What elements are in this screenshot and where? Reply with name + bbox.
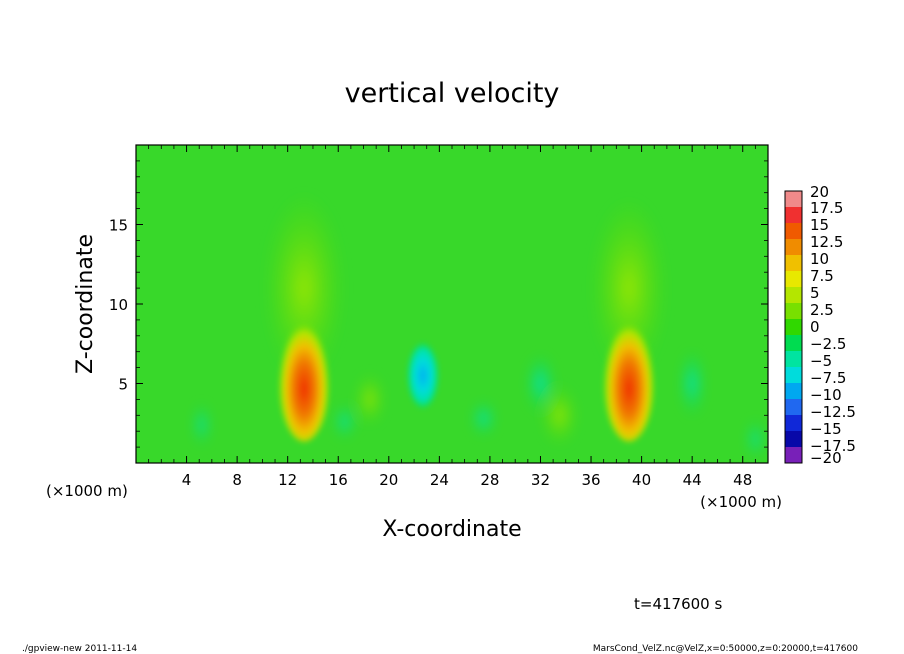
- y-tick-label: 10: [109, 296, 128, 314]
- x-tick-label: 4: [182, 471, 192, 489]
- x-tick-label: 12: [278, 471, 297, 489]
- colorbar-level-label: −17.5: [810, 437, 856, 455]
- colorbar-swatch: [785, 319, 802, 336]
- footer-left: ./gpview-new 2011-11-14: [22, 644, 137, 654]
- colorbar-level-label: 7.5: [810, 267, 834, 285]
- colorbar-level-label: −7.5: [810, 369, 846, 387]
- updraft-cell: [278, 309, 331, 442]
- colorbar-swatch: [785, 191, 802, 208]
- time-label: t=417600 s: [634, 595, 722, 613]
- colorbar-level-label: −20: [810, 449, 842, 467]
- colorbar-level-label: 10: [810, 250, 829, 268]
- colorbar: 2017.51512.5107.552.50−2.5−5−7.5−10−12.5…: [784, 183, 856, 467]
- colorbar-swatch: [785, 447, 802, 464]
- colorbar-level-label: 5: [810, 284, 820, 302]
- x-tick-label: 28: [480, 471, 499, 489]
- colorbar-level-label: 20: [810, 183, 829, 201]
- colorbar-swatch: [785, 399, 802, 416]
- footer-right: MarsCond_VelZ.nc@VelZ,x=0:50000,z=0:2000…: [593, 644, 858, 654]
- colorbar-swatch: [785, 335, 802, 352]
- x-tick-label: 40: [632, 471, 651, 489]
- plot-background: [136, 145, 768, 463]
- x-tick-label: 16: [329, 471, 348, 489]
- colorbar-frame: [784, 190, 803, 464]
- colorbar-swatch: [785, 255, 802, 272]
- colorbar-level-label: 17.5: [810, 199, 843, 217]
- colorbar-swatch: [785, 223, 802, 240]
- colorbar-level-label: −2.5: [810, 335, 846, 353]
- colorbar-level-label: −5: [810, 352, 832, 370]
- colorbar-level-label: −10: [810, 386, 842, 404]
- colorbar-swatch: [785, 271, 802, 288]
- colorbar-level-label: −15: [810, 420, 842, 438]
- field-blob-cool: [334, 403, 355, 440]
- plot-area: [136, 145, 768, 463]
- x-tick-label: 48: [733, 471, 752, 489]
- field-blob-warm: [541, 385, 578, 446]
- x-tick-label: 36: [581, 471, 600, 489]
- features: [278, 309, 655, 442]
- colorbar-swatch: [785, 431, 802, 448]
- field-blob-cool: [747, 419, 764, 460]
- colorbar-swatch: [785, 367, 802, 384]
- colorbar-swatch: [785, 303, 802, 320]
- colorbar-swatch: [785, 239, 802, 256]
- x-axis-label: X-coordinate: [382, 517, 521, 542]
- field-blob-cool: [680, 349, 705, 418]
- x-axis-unit-right: (×1000 m): [700, 493, 782, 511]
- y-tick-label: 5: [118, 376, 128, 394]
- colorbar-swatch: [785, 415, 802, 432]
- colorbar-level-label: 0: [810, 318, 820, 336]
- x-tick-label: 8: [232, 471, 242, 489]
- field-blob-warm: [355, 373, 384, 426]
- colorbar-level-label: 15: [810, 216, 829, 234]
- field-blob-cool: [193, 402, 210, 447]
- downdraft-cell: [406, 341, 439, 410]
- x-tick-label: 44: [683, 471, 702, 489]
- x-tick-label: 20: [379, 471, 398, 489]
- chart-title: vertical velocity: [345, 78, 560, 109]
- colorbar-swatch: [785, 287, 802, 304]
- x-tick-label: 24: [430, 471, 449, 489]
- x-tick-label: 32: [531, 471, 550, 489]
- x-axis-unit-left: (×1000 m): [46, 482, 128, 500]
- y-tick-label: 15: [109, 217, 128, 235]
- colorbar-swatch: [785, 207, 802, 224]
- colorbar-swatch: [785, 351, 802, 368]
- colorbar-level-label: 2.5: [810, 301, 834, 319]
- colorbar-level-label: −12.5: [810, 403, 856, 421]
- colorbar-level-label: 12.5: [810, 233, 843, 251]
- field-blob-cool: [471, 400, 496, 437]
- updraft-cell: [602, 309, 655, 442]
- y-axis-label: Z-coordinate: [73, 234, 98, 374]
- colorbar-swatch: [785, 383, 802, 400]
